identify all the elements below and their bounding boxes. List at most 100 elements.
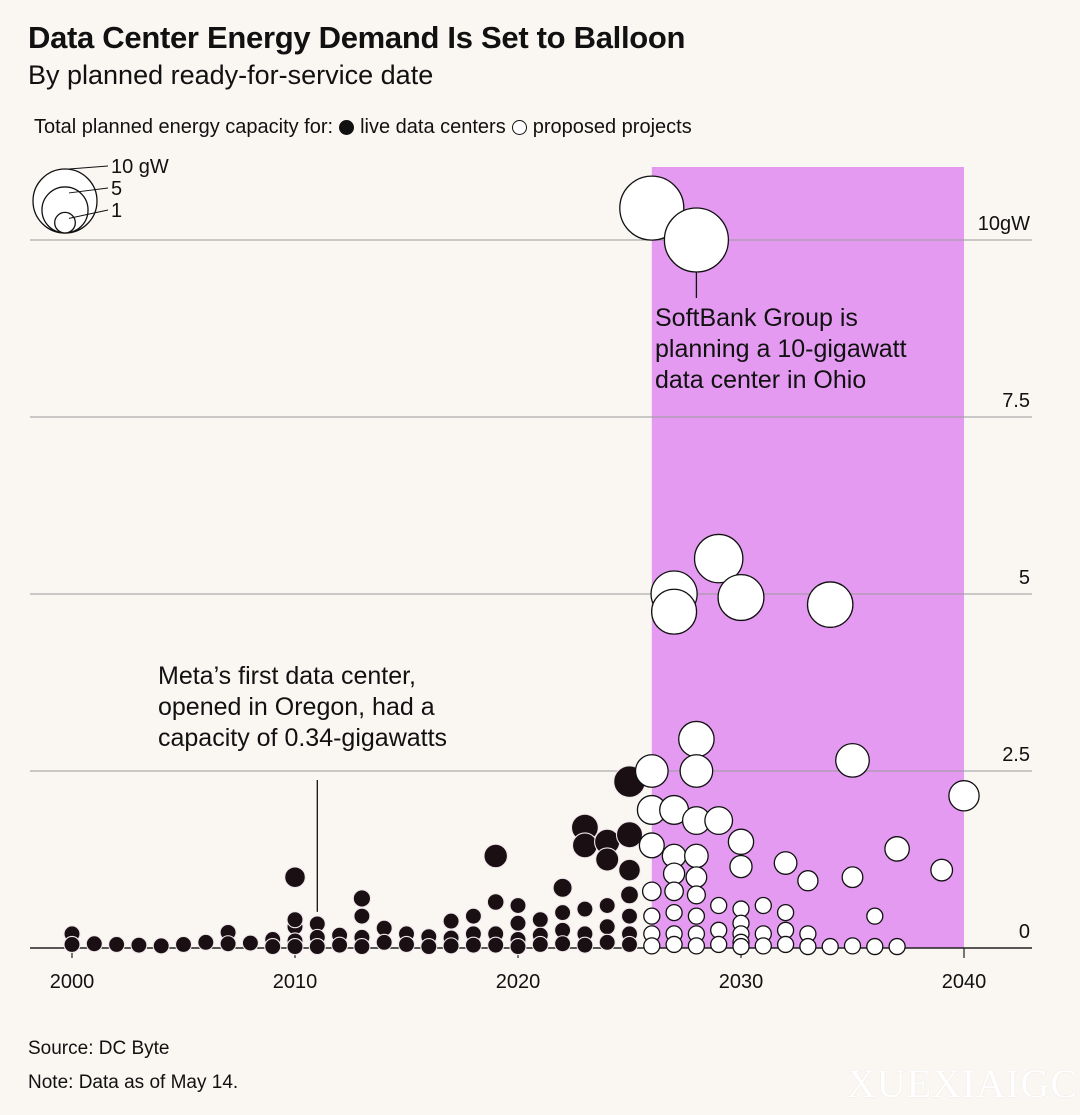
size-legend-leader — [68, 165, 109, 170]
live-bubble — [531, 935, 549, 954]
proposed-bubble — [710, 935, 728, 954]
live-bubble — [618, 858, 641, 882]
live-dot-icon — [339, 120, 355, 135]
live-bubble — [174, 935, 193, 954]
live-bubble — [442, 912, 460, 930]
live-bubble — [595, 847, 620, 872]
live-bubble — [464, 936, 482, 954]
live-bubble — [284, 866, 306, 889]
live-bubble — [397, 935, 416, 954]
size-legend-circle — [54, 211, 76, 234]
proposed-bubble — [806, 581, 854, 628]
live-bubble — [509, 914, 527, 932]
proposed-bubble — [651, 588, 698, 635]
live-bubble — [483, 843, 508, 869]
live-bubble — [353, 938, 371, 956]
proposed-bubble — [821, 937, 839, 956]
proposed-bubble — [643, 937, 661, 955]
watermark: XUEXIAIGC — [846, 1061, 1078, 1106]
live-bubble — [464, 907, 482, 925]
live-bubble — [598, 918, 616, 936]
proposed-bubble — [679, 754, 714, 788]
x-tick-label: 2010 — [273, 971, 318, 993]
proposed-bubble — [754, 937, 772, 955]
proposed-bubble — [729, 854, 753, 879]
softbank-annotation-line: planning a 10-gigawatt — [655, 335, 907, 363]
proposed-bubble — [841, 866, 864, 889]
live-bubble — [554, 935, 572, 953]
proposed-bubble — [866, 937, 884, 956]
meta-annotation-line: Meta’s first data center, — [158, 662, 416, 690]
proposed-bubble — [710, 896, 728, 915]
live-bubble — [442, 937, 460, 955]
proposed-bubble — [866, 907, 884, 925]
proposed-bubble — [888, 937, 906, 956]
proposed-bubble — [687, 907, 706, 925]
proposed-bubble — [930, 858, 954, 882]
live-bubble — [598, 896, 616, 915]
live-bubble — [554, 904, 572, 922]
proposed-bubble — [678, 720, 715, 758]
meta-annotation-line: capacity of 0.34-gigawatts — [158, 724, 447, 752]
proposed-bubble — [665, 935, 683, 954]
live-bubble — [620, 907, 639, 925]
data-note: Note: Data as of May 14. — [28, 1072, 239, 1093]
proposed-bubble — [687, 937, 706, 955]
proposed-bubble — [643, 907, 661, 925]
live-bubble — [219, 935, 237, 953]
x-tick-label: 2000 — [50, 971, 95, 993]
live-bubble — [620, 935, 639, 954]
live-bubble — [130, 936, 148, 954]
proposed-bubble — [641, 881, 662, 902]
chart-subtitle: By planned ready-for-service date — [28, 60, 434, 90]
proposed-bubble — [717, 573, 765, 622]
size-legend-label: 5 — [111, 178, 122, 200]
y-tick-label: 0 — [1019, 921, 1030, 943]
live-bubble — [197, 933, 215, 951]
live-bubble — [308, 938, 326, 956]
legend-live-label: live data centers — [360, 116, 506, 138]
live-bubble — [620, 885, 639, 905]
x-tick-label: 2030 — [719, 971, 764, 993]
live-bubble — [375, 933, 393, 951]
proposed-bubble — [662, 862, 686, 885]
live-bubble — [509, 938, 527, 956]
proposed-bubble — [665, 903, 683, 922]
legend-proposed-label: proposed projects — [532, 116, 692, 138]
proposed-dot-icon — [511, 120, 527, 135]
y-tick-label: 5 — [1019, 567, 1030, 589]
live-bubble — [615, 821, 644, 849]
live-bubble — [286, 911, 304, 929]
proposed-bubble — [684, 843, 709, 869]
live-bubble — [487, 936, 505, 954]
color-legend: Total planned energy capacity for: live … — [34, 116, 692, 139]
softbank-annotation-line: SoftBank Group is — [655, 304, 858, 332]
y-tick-label: 10gW — [978, 213, 1030, 235]
size-legend-label: 10 gW — [111, 156, 169, 178]
live-bubble — [152, 937, 170, 955]
live-bubble — [598, 933, 616, 951]
proposed-bubble — [776, 903, 795, 922]
proposed-bubble — [693, 533, 744, 584]
proposed-bubble — [835, 742, 870, 778]
live-bubble — [331, 936, 349, 954]
size-legend-leader — [68, 187, 109, 194]
live-bubble — [264, 938, 282, 956]
live-bubble — [509, 896, 527, 915]
live-bubble — [108, 935, 126, 954]
live-bubble — [85, 935, 103, 953]
live-bubble — [352, 889, 372, 908]
live-bubble — [375, 919, 393, 937]
live-bubble — [576, 900, 594, 918]
x-tick-label: 2040 — [942, 971, 987, 993]
meta-annotation-line: opened in Oregon, had a — [158, 693, 435, 721]
live-bubble — [63, 935, 81, 954]
proposed-bubble — [948, 780, 980, 812]
live-bubble — [552, 877, 573, 898]
softbank-annotation-line: data center in Ohio — [655, 366, 866, 394]
proposed-bubble — [727, 828, 755, 856]
proposed-bubble — [732, 937, 750, 956]
proposed-bubble — [634, 754, 669, 788]
live-bubble — [571, 832, 598, 859]
proposed-bubble — [884, 836, 910, 862]
